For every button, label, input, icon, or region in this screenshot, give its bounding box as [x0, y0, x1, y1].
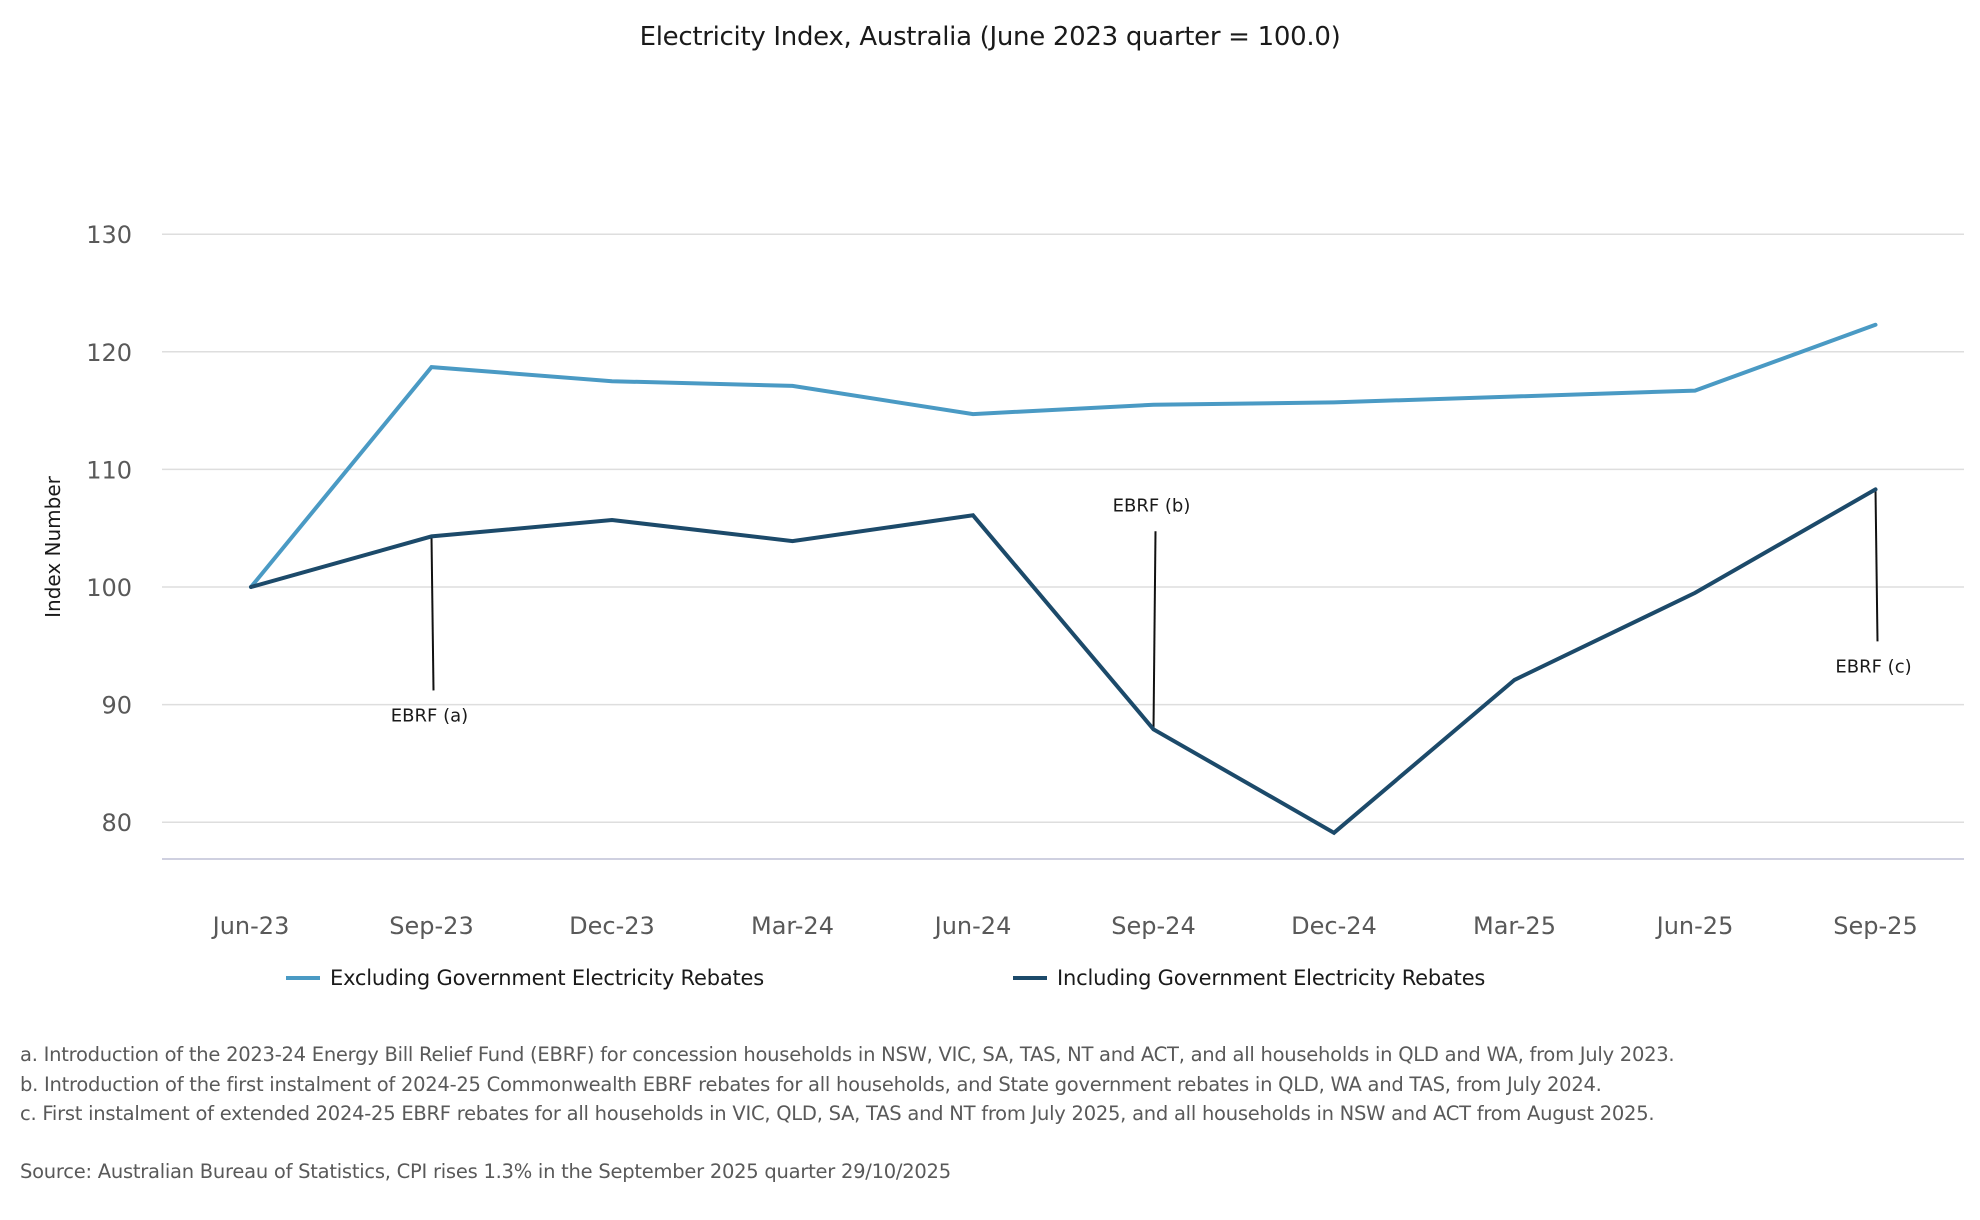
legend-item-including-rebates[interactable]: Including Government Electricity Rebates: [1013, 966, 1485, 990]
chart-title: Electricity Index, Australia (June 2023 …: [639, 22, 1341, 52]
y-axis-label: Index Number: [41, 475, 65, 618]
x-tick-label: Dec-23: [569, 912, 655, 940]
annotation-label: EBRF (b): [1113, 495, 1191, 516]
series-line-excluding: [249, 322, 1878, 589]
y-tick-label: 90: [101, 692, 132, 720]
annotation-leader-line: [1874, 489, 1879, 642]
annotation-leaders: [430, 489, 1879, 730]
x-axis-ticks: Jun-23 Sep-23 Dec-23 Mar-24 Jun-24 Sep-24 Dec-…: [211, 912, 1918, 940]
source-note: Source: Australian Bureau of Statistics,…: [20, 1160, 951, 1183]
x-tick-label: Sep-23: [389, 912, 473, 940]
gridlines: [162, 233, 1964, 860]
series-line-including: [249, 487, 1878, 836]
annotation-labels: EBRF (a) EBRF (b) EBRF (c): [391, 495, 1912, 726]
x-tick-label: Sep-24: [1111, 912, 1195, 940]
y-tick-label: 130: [86, 221, 132, 249]
legend-swatch-including: [1013, 976, 1047, 980]
annotation-leader-line: [1152, 531, 1157, 730]
y-tick-label: 120: [86, 339, 132, 367]
annotation-label: EBRF (c): [1835, 656, 1911, 677]
annotation-label: EBRF (a): [391, 705, 468, 726]
y-axis-ticks: 80 90 100 110 120 130: [86, 221, 132, 837]
x-tick-label: Sep-25: [1833, 912, 1917, 940]
x-tick-label: Jun-24: [933, 912, 1012, 940]
footnote-c: c. First instalment of extended 2024-25 …: [20, 1102, 1655, 1125]
footnote-b: b. Introduction of the first instalment …: [20, 1072, 1602, 1096]
footnotes: a. Introduction of the 2023-24 Energy Bi…: [20, 1040, 1675, 1129]
x-tick-label: Dec-24: [1291, 912, 1377, 940]
legend-swatch-excluding: [286, 976, 320, 980]
x-tick-label: Jun-25: [1655, 912, 1734, 940]
series-lines: [249, 322, 1878, 836]
footnote-a: a. Introduction of the 2023-24 Energy Bi…: [20, 1043, 1675, 1066]
legend-item-excluding-rebates[interactable]: Excluding Government Electricity Rebates: [286, 966, 764, 990]
y-tick-label: 110: [86, 456, 132, 484]
x-tick-label: Mar-24: [751, 912, 834, 940]
y-tick-label: 80: [101, 809, 132, 837]
x-tick-label: Mar-25: [1473, 912, 1556, 940]
annotation-leader-line: [430, 536, 435, 691]
x-tick-label: Jun-23: [211, 912, 290, 940]
y-tick-label: 100: [86, 574, 132, 602]
legend-label-including: Including Government Electricity Rebates: [1057, 966, 1486, 990]
legend-label-excluding: Excluding Government Electricity Rebates: [330, 966, 764, 990]
